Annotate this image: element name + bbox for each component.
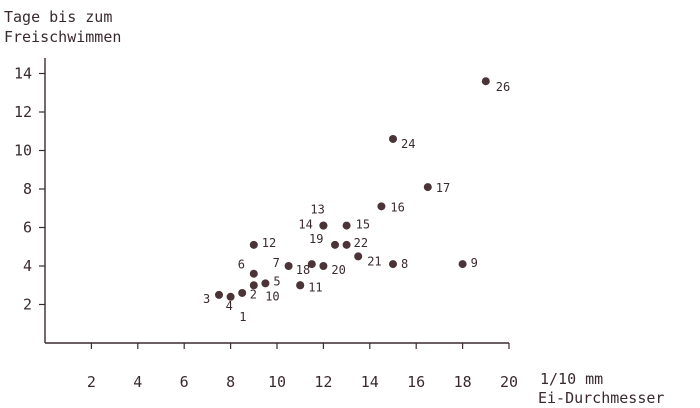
data-point-label: 2 <box>250 287 257 301</box>
data-point-label: 22 <box>354 236 368 250</box>
x-tick-label: 18 <box>454 373 472 391</box>
x-tick-label: 10 <box>268 373 286 391</box>
data-point-label: 3 <box>203 292 210 306</box>
data-point-label: 26 <box>496 80 510 94</box>
y-tick-label: 4 <box>23 257 32 275</box>
x-tick-label: 12 <box>314 373 332 391</box>
data-point <box>261 279 270 288</box>
data-point-label: 7 <box>273 256 280 270</box>
data-point <box>319 221 328 230</box>
x-tick-label: 20 <box>500 373 518 391</box>
data-point <box>215 290 223 299</box>
x-tick-label: 8 <box>226 373 235 391</box>
data-point-label: 11 <box>308 280 322 294</box>
data-point-label: 20 <box>331 263 345 277</box>
data-point-label: 9 <box>471 256 478 270</box>
data-point-label: 6 <box>238 258 245 272</box>
data-point-label: 15 <box>356 218 370 232</box>
data-point <box>354 252 363 261</box>
x-tick-label: 16 <box>407 373 425 391</box>
data-point-label: 19 <box>309 232 323 246</box>
data-point-label: 24 <box>401 137 415 151</box>
data-point <box>389 260 397 269</box>
x-tick-label: 14 <box>361 373 379 391</box>
data-point <box>249 281 258 290</box>
data-point-label: 14 <box>298 218 312 232</box>
data-point <box>226 292 235 301</box>
data-point-label: 10 <box>265 289 279 303</box>
data-point-label: 17 <box>436 181 450 195</box>
y-tick-label: 10 <box>14 142 32 160</box>
data-point <box>307 260 316 269</box>
data-point <box>331 240 339 249</box>
data-point-label: 12 <box>262 236 276 250</box>
data-point <box>238 288 247 297</box>
data-point <box>319 262 328 270</box>
data-point-label: 8 <box>401 257 408 271</box>
y-tick-label: 2 <box>23 296 32 314</box>
x-ticks: 2 4 6 8 10 12 14 16 18 20 <box>87 343 518 391</box>
data-point <box>481 77 490 86</box>
x-axis-label: Ei-Durchmesser <box>538 389 664 407</box>
data-point-label: 4 <box>226 299 233 313</box>
y-tick-label: 8 <box>23 180 32 198</box>
x-tick-label: 4 <box>133 373 142 391</box>
data-point <box>342 221 351 230</box>
y-tick-label: 12 <box>14 103 32 121</box>
data-point <box>296 281 305 290</box>
y-tick-label: 14 <box>14 65 32 83</box>
y-ticks: 2 4 6 8 10 12 14 <box>14 65 45 314</box>
x-tick-label: 6 <box>180 373 189 391</box>
data-point-label: 21 <box>367 254 381 268</box>
data-point <box>377 202 386 211</box>
data-point <box>284 262 293 270</box>
data-point-label: 16 <box>390 200 404 214</box>
x-tick-label: 2 <box>87 373 96 391</box>
data-point <box>389 134 397 143</box>
data-point-label: 13 <box>310 203 324 217</box>
data-point <box>423 183 432 192</box>
data-point <box>458 260 467 269</box>
x-axis-unit: 1/10 mm <box>540 370 603 388</box>
y-axis-label-line-1: Tage bis zum <box>4 8 112 26</box>
y-tick-label: 6 <box>23 219 32 237</box>
data-point-label: 1 <box>239 310 246 324</box>
y-axis-label-line-2: Freischwimmen <box>4 28 121 46</box>
data-point <box>342 240 351 249</box>
data-point <box>249 269 258 278</box>
data-point-label: 5 <box>273 274 280 288</box>
data-point-label: 18 <box>296 263 310 277</box>
data-point <box>249 240 258 249</box>
